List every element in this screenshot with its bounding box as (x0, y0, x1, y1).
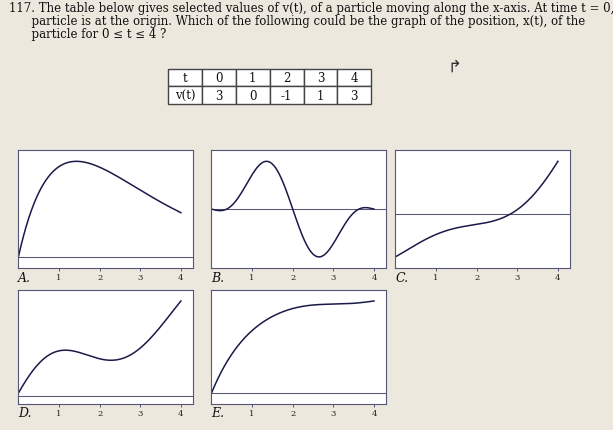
Text: A.: A. (18, 271, 31, 284)
Text: particle is at the origin. Which of the following could be the graph of the posi: particle is at the origin. Which of the … (9, 15, 585, 28)
Text: ↱: ↱ (447, 58, 462, 76)
Text: 117. The table below gives selected values of v(t), of a particle moving along t: 117. The table below gives selected valu… (9, 2, 613, 15)
Text: C.: C. (395, 271, 408, 284)
Text: particle for 0 ≤ t ≤ 4 ?: particle for 0 ≤ t ≤ 4 ? (9, 28, 167, 41)
Text: E.: E. (211, 406, 224, 419)
Text: D.: D. (18, 406, 32, 419)
Text: B.: B. (211, 271, 224, 284)
